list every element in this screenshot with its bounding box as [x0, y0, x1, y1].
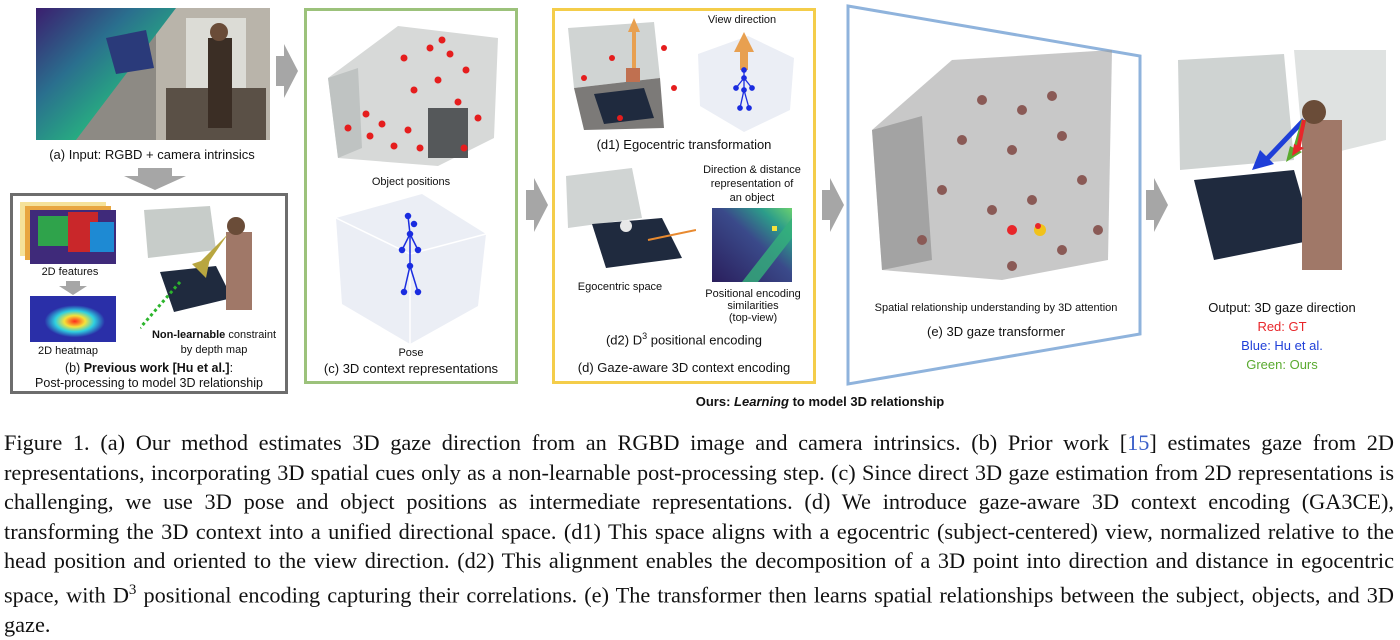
panel-c-caption: (c) 3D context representations [323, 361, 499, 376]
arrow-right-icon [526, 178, 548, 232]
label-dir-dist-1: Direction & distance [703, 164, 801, 176]
arrow-down-icon [124, 168, 186, 190]
input-rgbd-image [36, 8, 270, 140]
panel-c-box [304, 8, 518, 384]
label-2d-features: 2D features [41, 266, 99, 278]
caption-d2: (d2) D3 positional encoding [605, 331, 763, 348]
arrow-right-icon [1146, 178, 1168, 232]
label-nonlearnable: Non-learnable constraint [151, 329, 277, 341]
output-legend-green: Green: Ours [1246, 357, 1318, 372]
egocentric-scene-image [564, 18, 696, 136]
panel-b-scene-image [140, 202, 276, 330]
arrow-right-icon [276, 44, 298, 98]
label-pe-sim-3: (top-view) [728, 312, 778, 324]
panel-d-caption: (d) Gaze-aware 3D context encoding [577, 360, 791, 375]
figure-caption: Figure 1. (a) Our method estimates 3D ga… [4, 428, 1394, 640]
arrow-right-icon [822, 178, 844, 232]
arrow-down-small-icon [59, 281, 87, 295]
caption-text-1: (a) Our method estimates 3D gaze directi… [100, 430, 1128, 455]
output-gaze-image [1174, 50, 1390, 294]
caption-text-2: ] estimates gaze from 2D representations… [4, 430, 1394, 608]
label-pose: Pose [398, 347, 424, 359]
label-dir-dist-3: an object [729, 192, 775, 204]
label-2d-heatmap: 2D heatmap [38, 345, 98, 357]
panel-d-box [552, 8, 816, 384]
citation-link[interactable]: 15 [1127, 430, 1150, 455]
panel-e-caption: (e) 3D gaze transformer [927, 324, 1065, 339]
object-positions-cloud [328, 26, 498, 166]
output-legend-blue: Blue: Hu et al. [1241, 338, 1323, 353]
pose-3d-plot [335, 194, 487, 344]
egocentric-pose-plot [698, 32, 794, 132]
output-title: Output: 3D gaze direction [1208, 300, 1356, 315]
label-object-positions: Object positions [371, 176, 451, 188]
label-view-direction: View direction [707, 14, 777, 26]
label-egocentric-space: Egocentric space [577, 281, 663, 293]
label-nonlearnable-line2: by depth map [180, 344, 248, 356]
caption-text-3: positional encoding capturing their corr… [4, 582, 1394, 637]
egocentric-space-image [562, 168, 696, 276]
figure-label: Figure 1. [4, 430, 90, 455]
panel-a-caption: (a) Input: RGBD + camera intrinsics [49, 147, 255, 162]
label-spatial-relationship: Spatial relationship understanding by 3D… [874, 302, 1118, 314]
heatmap-image [30, 296, 116, 342]
label-pe-sim-1: Positional encoding [705, 288, 801, 300]
ours-label: Ours: Learning to model 3D relationship [695, 394, 945, 409]
panel-b-caption: (b) Previous work [Hu et al.]: [64, 361, 234, 375]
gaze-transformer-cloud [872, 50, 1112, 280]
panel-b-box [10, 193, 288, 394]
caption-d1: (d1) Egocentric transformation [596, 137, 772, 152]
label-dir-dist-2: representation of [710, 178, 794, 190]
caption-superscript: 3 [128, 581, 137, 598]
output-legend-red: Red: GT [1257, 319, 1307, 334]
label-pe-sim-2: similarities [727, 300, 779, 312]
panel-b-caption-line2: Post-processing to model 3D relationship [35, 376, 263, 390]
positional-encoding-heatmap [712, 208, 792, 282]
panel-b-feature-stack [20, 202, 116, 264]
